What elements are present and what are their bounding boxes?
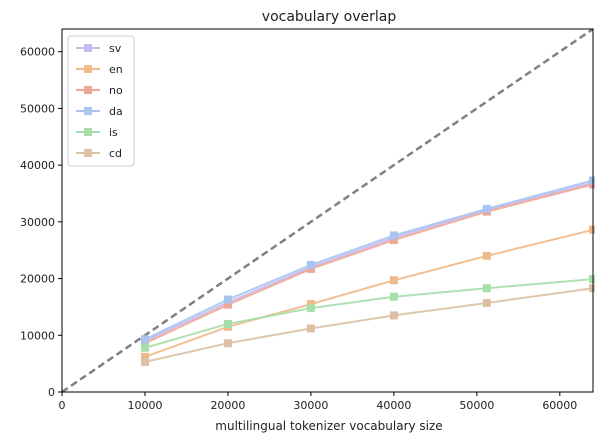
data-point-cd-0 <box>140 357 149 366</box>
data-point-cd-3 <box>389 311 398 320</box>
x-axis-title: multilingual tokenizer vocabulary size <box>215 419 442 433</box>
data-point-da-5 <box>589 176 595 185</box>
legend-marker-da <box>84 107 92 115</box>
y-tick-label: 20000 <box>20 273 55 286</box>
x-tick-label: 30000 <box>293 399 328 412</box>
x-tick-label: 0 <box>59 399 66 412</box>
series-line-sv <box>144 181 594 342</box>
plot-area <box>61 27 595 394</box>
legend-label-is: is <box>109 126 118 139</box>
data-point-is-0 <box>140 343 149 352</box>
legend-marker-no <box>84 86 92 94</box>
y-tick-label: 0 <box>48 386 55 399</box>
data-point-da-4 <box>482 204 491 213</box>
data-point-da-0 <box>140 335 149 344</box>
axes: 0 10000 20000 30000 40000 50000 60000 0 10000 200… <box>20 46 577 412</box>
data-point-is-4 <box>482 284 491 293</box>
y-tick-label: 10000 <box>20 329 55 342</box>
data-point-no-1 <box>223 300 232 309</box>
legend-label-no: no <box>109 84 123 97</box>
y-tick-label: 30000 <box>20 216 55 229</box>
series-line-no <box>144 183 594 345</box>
series-line-da <box>144 179 594 341</box>
series-line-en <box>144 228 594 358</box>
series-line-cd <box>144 287 594 363</box>
legend-box <box>67 35 135 167</box>
legend-marker-is <box>84 128 92 136</box>
plot-frame <box>61 28 594 393</box>
legend-label-da: da <box>109 105 123 118</box>
x-tick-label: 60000 <box>542 399 577 412</box>
data-point-is-2 <box>306 304 315 313</box>
x-tick-label: 50000 <box>459 399 494 412</box>
data-point-da-2 <box>306 260 315 269</box>
data-point-is-1 <box>223 319 232 328</box>
x-tick-label: 40000 <box>376 399 411 412</box>
legend-label-en: en <box>109 63 123 76</box>
legend-marker-sv <box>84 44 92 52</box>
y-tick-label: 60000 <box>20 46 55 59</box>
data-point-da-1 <box>223 295 232 304</box>
data-point-en-4 <box>482 251 491 260</box>
series-line-is <box>144 278 594 349</box>
data-point-en-3 <box>389 276 398 285</box>
legend: sv en no da is cd <box>67 35 135 167</box>
legend-marker-en <box>84 65 92 73</box>
legend-label-cd: cd <box>109 147 122 160</box>
y-tick-label: 40000 <box>20 159 55 172</box>
x-tick-label: 10000 <box>127 399 162 412</box>
data-point-da-3 <box>389 231 398 240</box>
reference-diagonal-line <box>61 27 594 394</box>
data-point-cd-2 <box>306 324 315 333</box>
data-point-en-5 <box>589 225 595 234</box>
legend-label-sv: sv <box>109 42 122 55</box>
chart-title: vocabulary overlap <box>262 9 397 25</box>
data-point-cd-5 <box>589 284 595 293</box>
data-point-no-3 <box>389 235 398 244</box>
legend-marker-cd <box>84 149 92 157</box>
data-point-en-0 <box>140 352 149 361</box>
data-point-is-3 <box>389 292 398 301</box>
data-point-is-5 <box>589 275 595 284</box>
data-point-cd-1 <box>223 339 232 348</box>
data-point-cd-4 <box>482 298 491 307</box>
x-tick-label: 20000 <box>210 399 245 412</box>
y-tick-label: 50000 <box>20 102 55 115</box>
